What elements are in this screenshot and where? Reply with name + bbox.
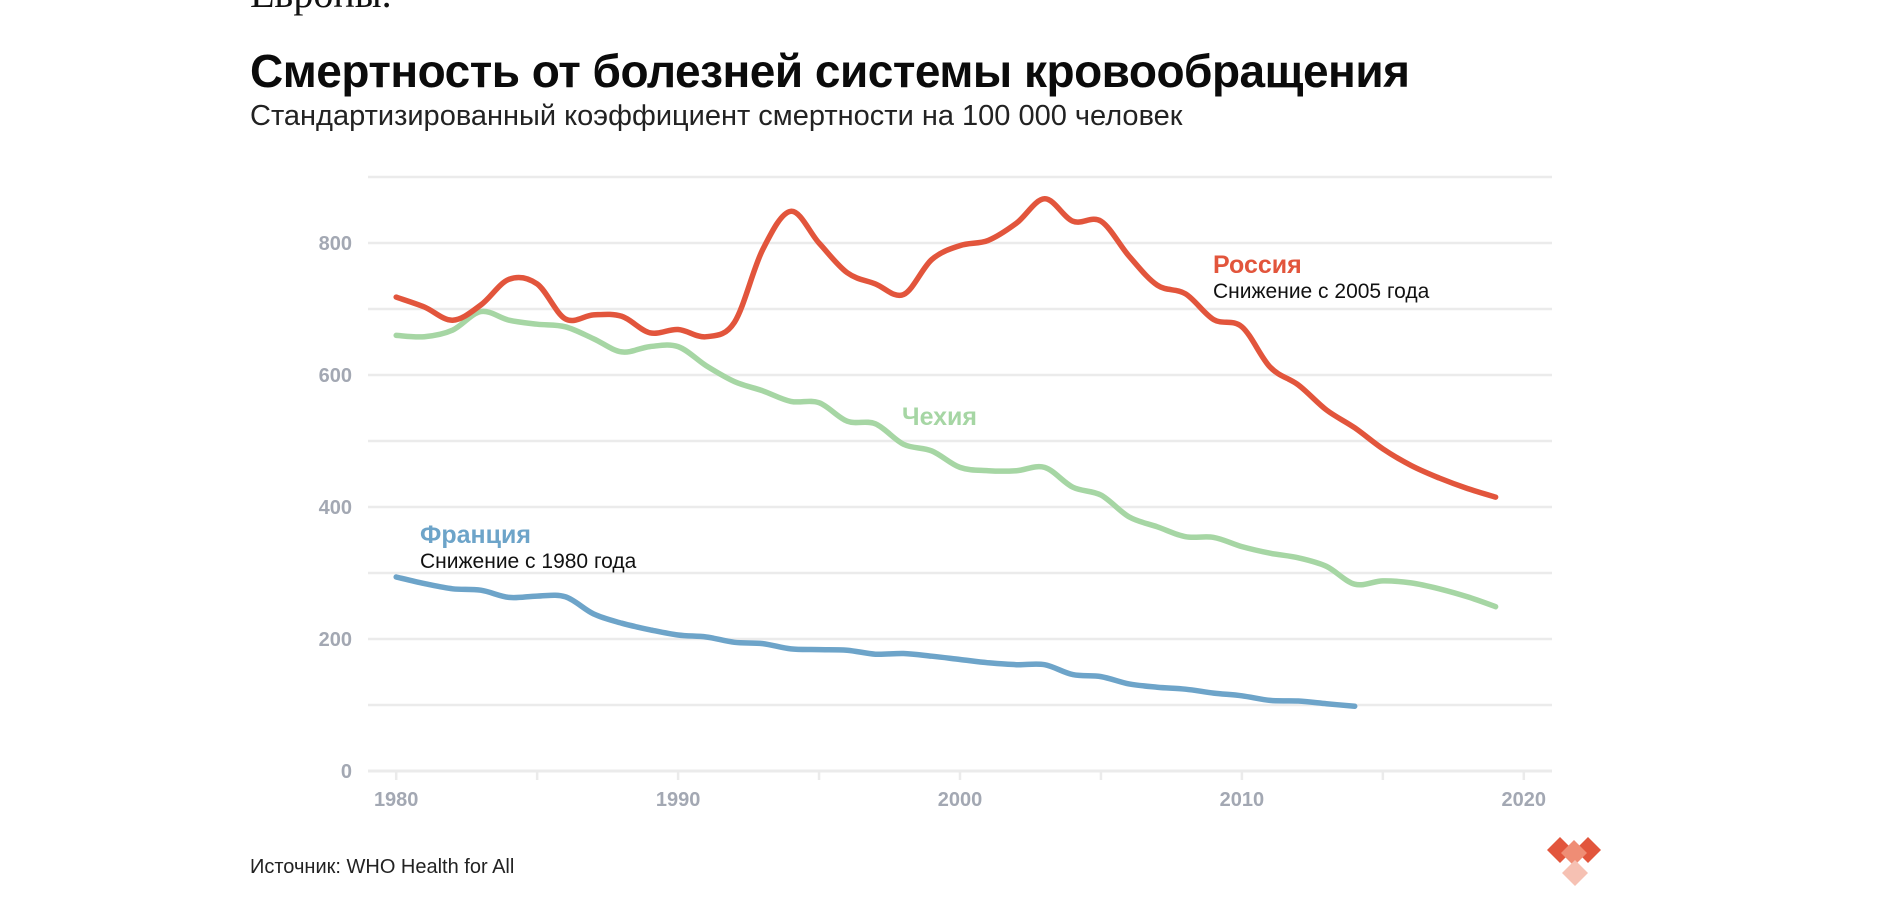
label-france: Франция bbox=[420, 521, 531, 549]
label-czechia: Чехия bbox=[902, 403, 977, 431]
x-tick-label: 2000 bbox=[938, 789, 983, 811]
x-tick-label: 1980 bbox=[374, 789, 419, 811]
series-line-france bbox=[393, 574, 1358, 710]
x-tick-label: 1990 bbox=[656, 789, 701, 811]
y-tick-label: 600 bbox=[319, 365, 352, 387]
previous-paragraph-fragment: Европы. bbox=[250, 0, 392, 17]
series-line-czechia bbox=[393, 308, 1499, 610]
y-tick-label: 0 bbox=[341, 761, 352, 783]
source-note: Источник: WHO Health for All bbox=[250, 856, 515, 878]
annotation-france: Снижение с 1980 года bbox=[420, 550, 637, 573]
label-russia: Россия bbox=[1213, 251, 1302, 279]
series-line-russia bbox=[393, 196, 1499, 500]
logo-diamond-middle bbox=[1561, 840, 1587, 866]
x-tick-label: 2020 bbox=[1502, 789, 1547, 811]
x-tick-label: 2010 bbox=[1220, 789, 1265, 811]
chart-title: Смертность от болезней системы кровообра… bbox=[250, 45, 1410, 97]
y-tick-label: 400 bbox=[319, 497, 352, 519]
logo-diamond-bottom bbox=[1562, 860, 1588, 886]
chart-subtitle: Стандартизированный коэффициент смертнос… bbox=[250, 100, 1183, 132]
y-tick-label: 200 bbox=[319, 629, 352, 651]
y-tick-label: 800 bbox=[319, 233, 352, 255]
heart-diamonds-logo bbox=[1547, 837, 1601, 886]
annotation-russia: Снижение с 2005 года bbox=[1213, 280, 1430, 303]
